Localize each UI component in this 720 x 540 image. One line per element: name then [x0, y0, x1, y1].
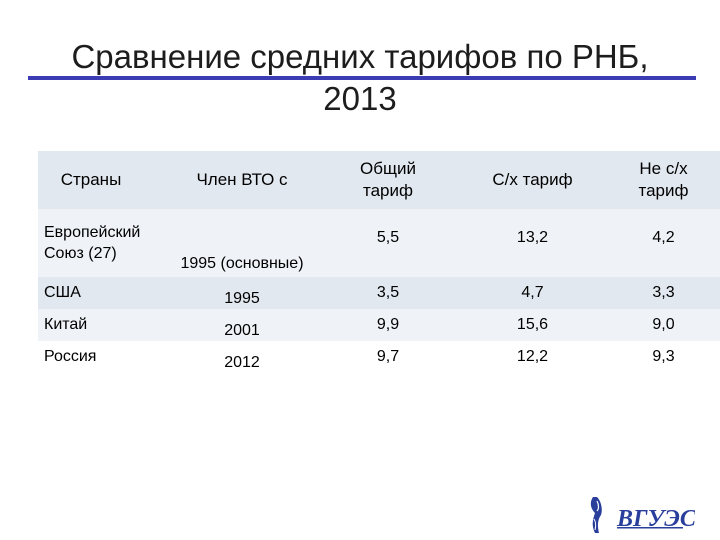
cell-agri: 13,2 [516, 229, 549, 246]
logo-underline [617, 527, 683, 529]
cell-non-agri: 4,2 [652, 229, 675, 246]
table-row: Китай 2001 9,9 15,6 9,0 [38, 309, 720, 341]
table-row: Европейский Союз (27) 1995 (основные) 5,… [38, 209, 720, 277]
cell-general: 5,5 [376, 229, 400, 246]
table-header-row: Страны Член ВТО с Общий тариф С/х тариф … [38, 151, 720, 209]
cell-country: Китай [44, 316, 88, 333]
cell-member-text: 1995 [224, 290, 260, 307]
cell-agri: 15,6 [516, 316, 549, 333]
cell-member-text: 2001 [224, 322, 260, 339]
cell-country-line2: Союз (27) [44, 245, 117, 262]
cell-general: 9,7 [376, 348, 400, 365]
cell-country-line1: Европейский [44, 224, 141, 241]
cell-agri: 12,2 [516, 348, 549, 365]
cell-general: 3,5 [376, 284, 400, 301]
header-wto-member: Член ВТО с [196, 170, 288, 189]
cell-member: 1995 [166, 277, 318, 309]
cell-general: 9,9 [376, 316, 400, 333]
tariff-table: Страны Член ВТО с Общий тариф С/х тариф … [38, 151, 720, 373]
cell-non-agri: 3,3 [652, 284, 675, 301]
header-general-tariff: Общий тариф [318, 151, 458, 209]
cell-country: Россия [44, 348, 97, 365]
header-general-line2: тариф [363, 181, 413, 200]
cell-member-text: 2012 [224, 354, 260, 371]
logo-emblem [590, 497, 602, 533]
table-row: Россия 2012 9,7 12,2 9,3 [38, 341, 720, 373]
header-countries: Страны [60, 170, 122, 189]
cell-agri: 4,7 [521, 284, 544, 301]
cell-member: 1995 (основные) [180, 255, 304, 272]
slide-title-line2: 2013 [323, 80, 397, 117]
header-non-agri-line2: тариф [638, 181, 689, 200]
header-non-agri-tariff: Не с/х тариф [607, 151, 720, 209]
cell-member: 2012 [166, 341, 318, 373]
cell-member: 2001 [166, 309, 318, 341]
slide-title: Сравнение средних тарифов по РНБ, 2013 [0, 36, 720, 120]
university-logo: ВГУЭС [590, 497, 695, 533]
slide-title-line1: Сравнение средних тарифов по РНБ, [71, 38, 649, 75]
title-underline [28, 76, 696, 80]
table-row: США 1995 3,5 4,7 3,3 [38, 277, 720, 309]
header-non-agri-line1: Не с/х [639, 159, 688, 178]
header-general-line1: Общий [360, 159, 416, 178]
cell-country: США [44, 284, 81, 301]
cell-non-agri: 9,3 [652, 348, 675, 365]
header-agri-tariff: С/х тариф [492, 170, 573, 189]
cell-non-agri: 9,0 [652, 316, 675, 333]
cell-country: Европейский Союз (27) [38, 209, 166, 277]
